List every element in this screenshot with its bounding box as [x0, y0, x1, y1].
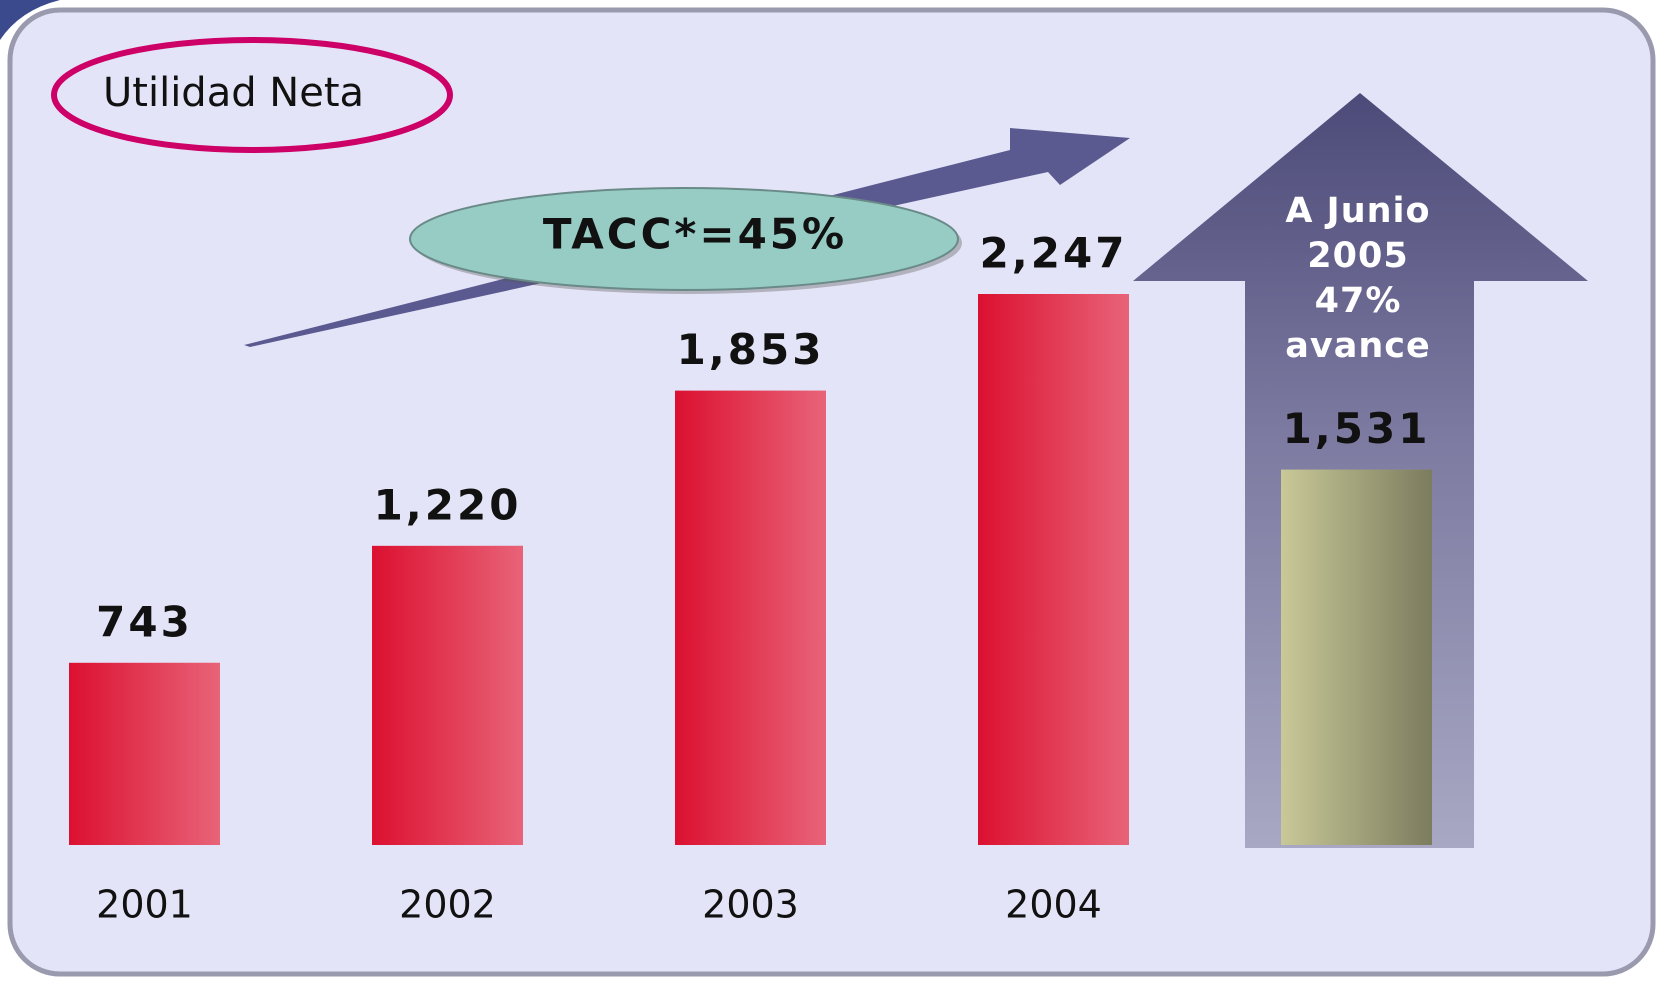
x-tick-label: 2001 — [96, 883, 193, 927]
value-label: 1,853 — [677, 325, 825, 374]
x-tick-label: 2002 — [399, 883, 496, 927]
note-line: A Junio — [1285, 191, 1430, 231]
value-label: 743 — [96, 597, 193, 646]
bar-sheen — [675, 390, 826, 845]
title-ellipse — [51, 37, 453, 153]
tacc-ellipse — [409, 187, 959, 291]
bar-sheen — [69, 662, 220, 845]
value-label: 1,531 — [1283, 404, 1431, 453]
corner-decoration — [0, 0, 60, 40]
bar-sheen — [978, 294, 1129, 845]
x-tick-label: 2004 — [1005, 883, 1102, 927]
x-tick-label: 2003 — [702, 883, 799, 927]
value-label: 1,220 — [374, 480, 522, 529]
bar-sheen — [372, 545, 523, 845]
bar-sheen — [1281, 469, 1432, 845]
note-line: 47% — [1315, 281, 1402, 321]
value-label: 2,247 — [980, 229, 1128, 278]
note-line: 2005 — [1307, 236, 1408, 276]
chart-title: Utilidad Neta — [103, 70, 364, 116]
note-line: avance — [1285, 326, 1430, 366]
tacc-label: TACC*=45% — [543, 210, 847, 259]
